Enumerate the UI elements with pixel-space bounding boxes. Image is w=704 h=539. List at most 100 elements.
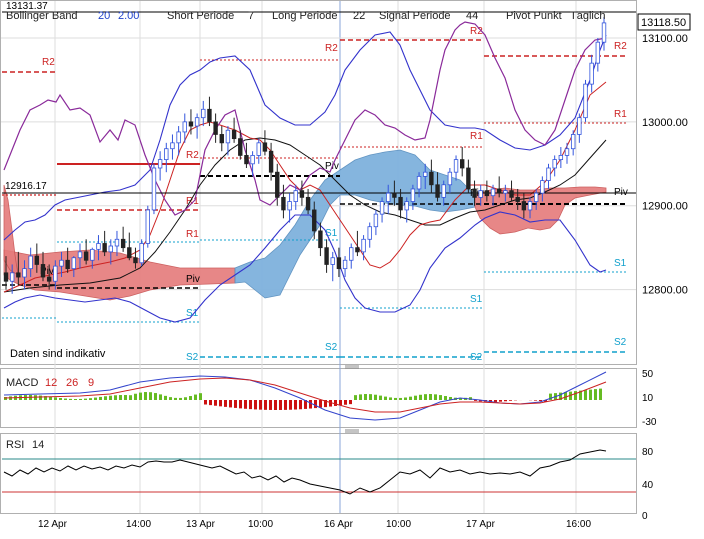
panel-resize-handle-1[interactable] bbox=[345, 365, 359, 369]
candle bbox=[40, 251, 46, 282]
candle bbox=[83, 239, 89, 265]
candle bbox=[404, 197, 409, 223]
candle bbox=[188, 109, 194, 135]
candle-body bbox=[521, 201, 527, 211]
candle bbox=[484, 180, 490, 202]
macd-histogram-bar bbox=[329, 400, 332, 407]
candle-body bbox=[77, 251, 83, 259]
candle-body bbox=[478, 190, 483, 198]
candle bbox=[201, 100, 206, 127]
candle bbox=[429, 159, 434, 194]
current-price-tag: 13118.50 bbox=[637, 13, 691, 31]
candle-body bbox=[392, 192, 397, 198]
candle bbox=[3, 256, 9, 290]
macd-tick-50: 50 bbox=[642, 369, 654, 380]
macd-histogram-bar bbox=[99, 396, 102, 400]
candle-body bbox=[244, 155, 249, 165]
candle-body bbox=[201, 108, 206, 119]
candle-body bbox=[330, 257, 335, 265]
candle-body bbox=[250, 155, 255, 165]
candle bbox=[447, 168, 453, 194]
candle-body bbox=[503, 190, 508, 194]
candle-body bbox=[336, 257, 342, 270]
rsi-line bbox=[3, 449, 607, 495]
macd-histogram-bar bbox=[294, 400, 297, 410]
candle-body bbox=[601, 22, 607, 43]
macd-histogram-bar bbox=[129, 395, 132, 400]
candle-body bbox=[595, 41, 601, 64]
pivot-label-r2-d1: R2 bbox=[42, 57, 55, 68]
long-val: 22 bbox=[353, 10, 365, 22]
candle bbox=[182, 113, 187, 143]
candle-body bbox=[293, 190, 298, 202]
candle-body bbox=[558, 155, 564, 161]
candle-body bbox=[219, 134, 224, 144]
macd-histogram-bar bbox=[584, 390, 587, 400]
candle bbox=[133, 247, 138, 269]
macd-histogram-bar bbox=[439, 395, 442, 400]
candle bbox=[9, 264, 15, 294]
candle-body bbox=[564, 148, 570, 156]
pivot-label-s2-d2: S2 bbox=[186, 352, 199, 363]
candle-body bbox=[472, 188, 477, 198]
macd-histogram-bar bbox=[399, 397, 402, 400]
macd-histogram-bar bbox=[134, 393, 137, 400]
macd-histogram-bar bbox=[194, 394, 197, 400]
macd-histogram-bar bbox=[254, 400, 257, 410]
macd-histogram-bar bbox=[259, 400, 262, 410]
candle-body bbox=[164, 148, 169, 161]
macd-histogram-bar bbox=[564, 392, 567, 400]
macd-histogram-bar bbox=[269, 400, 272, 410]
candle-body bbox=[509, 190, 514, 198]
panel-resize-handle-2[interactable] bbox=[345, 429, 359, 433]
candle bbox=[305, 188, 311, 215]
macd-histogram-bar bbox=[409, 396, 412, 400]
macd-histogram-bar bbox=[459, 397, 462, 400]
candle-body bbox=[83, 251, 89, 261]
candle bbox=[515, 188, 520, 210]
macd-histogram-bar bbox=[339, 400, 342, 406]
candle bbox=[275, 163, 280, 206]
panel-frames bbox=[0, 0, 637, 514]
signal-label: Signal Periode bbox=[379, 10, 451, 22]
current-price-label: 13118.50 bbox=[641, 17, 686, 29]
candle bbox=[410, 184, 416, 210]
macd-label: MACD bbox=[6, 377, 38, 389]
candle bbox=[527, 197, 533, 219]
candle bbox=[589, 54, 594, 93]
bollinger-lower bbox=[3, 211, 607, 323]
candle bbox=[466, 159, 471, 194]
macd-p1: 12 bbox=[45, 377, 57, 389]
candle bbox=[59, 251, 64, 278]
macd-histogram-bar bbox=[334, 400, 337, 406]
macd-signal-line bbox=[3, 377, 607, 413]
macd-histogram-bar bbox=[204, 400, 207, 405]
macd-histogram-bar bbox=[49, 396, 52, 400]
x-tick-0: 12 Apr bbox=[38, 519, 68, 530]
signal-line-slow bbox=[3, 137, 607, 293]
macd-histogram-bar bbox=[394, 397, 397, 400]
candle-body bbox=[28, 255, 33, 270]
candle-body bbox=[299, 190, 305, 198]
pivot-label-r2-d3: R2 bbox=[325, 43, 338, 54]
candle-body bbox=[577, 117, 582, 135]
macd-histogram-bar bbox=[474, 400, 477, 401]
candle bbox=[423, 163, 428, 189]
macd-histogram-bar bbox=[124, 395, 127, 400]
candlesticks bbox=[3, 17, 607, 294]
macd-histogram-bar bbox=[594, 389, 597, 400]
candle-body bbox=[287, 201, 292, 211]
macd-histogram-bar bbox=[79, 398, 82, 400]
macd-histogram-bar bbox=[244, 400, 247, 409]
moving-average-purple bbox=[3, 21, 607, 216]
rsi-tick-80: 80 bbox=[642, 447, 654, 458]
candle-body bbox=[441, 184, 446, 198]
top-left-price: 13131.37 bbox=[6, 1, 48, 12]
candle-body bbox=[127, 247, 132, 259]
candle bbox=[398, 188, 403, 219]
macd-histogram-bar bbox=[144, 392, 147, 400]
candle-body bbox=[527, 201, 533, 211]
macd-histogram-bar bbox=[369, 394, 372, 400]
candle bbox=[28, 247, 33, 278]
candle-body bbox=[65, 259, 70, 270]
